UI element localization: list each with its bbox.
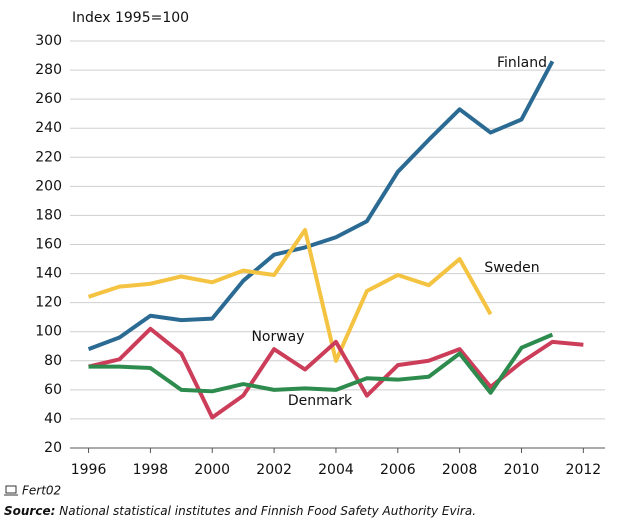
series-line bbox=[88, 332, 554, 395]
y-tick-label: 120 bbox=[35, 295, 62, 311]
source: Source: National statistical institutes … bbox=[4, 504, 476, 518]
y-axis-label: Index 1995=100 bbox=[72, 10, 189, 26]
y-tick-label: 160 bbox=[35, 237, 62, 253]
x-tick-label: 2002 bbox=[256, 462, 292, 478]
series-label: Denmark bbox=[288, 393, 353, 409]
y-tick-label: 260 bbox=[35, 91, 62, 107]
footnote: Fert02 bbox=[22, 484, 61, 498]
series-label: Finland bbox=[497, 55, 547, 71]
source-label: Source: bbox=[4, 504, 55, 518]
x-tick-label: 2000 bbox=[194, 462, 230, 478]
y-tick-label: 60 bbox=[44, 382, 62, 398]
x-tick-label: 1996 bbox=[71, 462, 107, 478]
y-tick-label: 140 bbox=[35, 266, 62, 282]
y-tick-label: 20 bbox=[44, 440, 62, 456]
x-tick-label: 2012 bbox=[566, 462, 602, 478]
source-text: National statistical institutes and Finn… bbox=[59, 504, 476, 518]
y-tick-label: 180 bbox=[35, 207, 62, 223]
y-tick-label: 200 bbox=[35, 178, 62, 194]
y-tick-label: 40 bbox=[44, 411, 62, 427]
series-line bbox=[87, 60, 555, 352]
y-tick-label: 100 bbox=[35, 324, 62, 340]
series-line bbox=[87, 227, 493, 363]
x-tick-label: 2004 bbox=[318, 462, 354, 478]
y-tick-label: 280 bbox=[35, 62, 62, 78]
x-tick-label: 2006 bbox=[380, 462, 416, 478]
x-tick-label: 2010 bbox=[504, 462, 540, 478]
y-tick-label: 80 bbox=[44, 353, 62, 369]
series-label: Norway bbox=[251, 329, 304, 345]
series-label: Sweden bbox=[484, 260, 539, 276]
y-tick-label: 220 bbox=[35, 149, 62, 165]
y-tick-label: 240 bbox=[35, 120, 62, 136]
x-tick-label: 2008 bbox=[442, 462, 478, 478]
footnote-icon bbox=[5, 485, 17, 494]
x-tick-label: 1998 bbox=[133, 462, 169, 478]
y-tick-label: 300 bbox=[35, 33, 62, 49]
